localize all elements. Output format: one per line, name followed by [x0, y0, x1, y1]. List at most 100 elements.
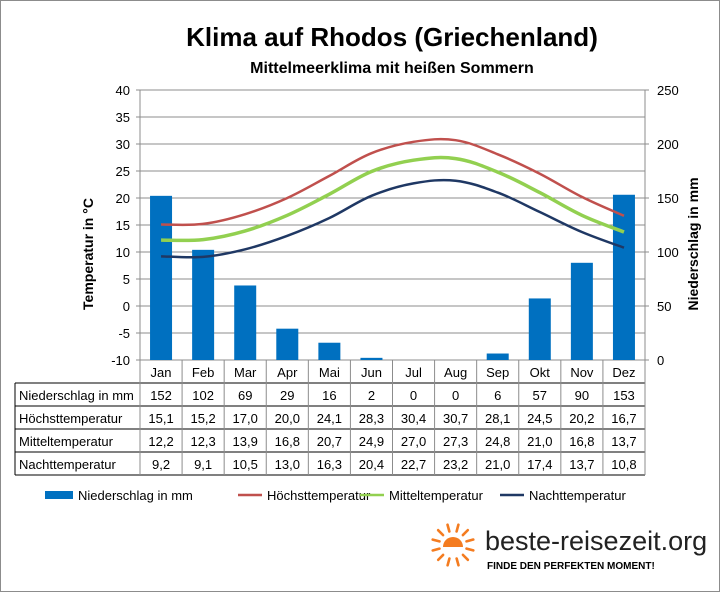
legend: Niederschlag in mm Höchsttemperatur Mittel… [45, 488, 626, 503]
month-label: Sep [486, 365, 509, 380]
y-tick-left: -10 [111, 353, 130, 368]
table-cell: 16,3 [317, 457, 342, 472]
chart-subtitle: Mittelmeerklima mit heißen Sommern [250, 60, 534, 77]
table-cell: 10,5 [233, 457, 258, 472]
y-tick-left: 5 [123, 272, 130, 287]
y-axis-right-label: Niederschlag in mm [685, 177, 701, 310]
sun-ray [455, 557, 460, 567]
month-label: Aug [444, 365, 467, 380]
table-cell: 23,2 [443, 457, 468, 472]
month-label: Jan [151, 365, 172, 380]
y-tick-right: 250 [657, 83, 679, 98]
y-tick-left: 15 [116, 218, 130, 233]
precipitation-bar [318, 342, 341, 360]
table-row-label: Nachttemperatur [19, 457, 116, 472]
table-cell: 20,2 [569, 411, 594, 426]
table-cell: 13,7 [611, 434, 636, 449]
y-tick-right: 0 [657, 353, 664, 368]
table-cell: 13,7 [569, 457, 594, 472]
table-cell: 90 [575, 388, 589, 403]
precipitation-bar [150, 195, 173, 360]
sun-ray [446, 557, 451, 567]
table-cell: 17,0 [233, 411, 258, 426]
table-cell: 0 [410, 388, 417, 403]
legend-label: Mitteltemperatur [389, 488, 484, 503]
sun-icon [431, 523, 475, 567]
legend-label: Niederschlag in mm [78, 488, 193, 503]
sun-ray [461, 553, 470, 562]
month-label: Nov [570, 365, 594, 380]
temperature-line [161, 155, 625, 243]
temperature-line [161, 137, 625, 227]
y-tick-right: 100 [657, 245, 679, 260]
table-cell: 24,1 [317, 411, 342, 426]
sun-ray [431, 538, 441, 543]
month-label: Jun [361, 365, 382, 380]
table-cell: 16,7 [611, 411, 636, 426]
precipitation-bar [234, 285, 257, 360]
y-tick-left: -5 [118, 326, 130, 341]
table-cell: 28,1 [485, 411, 510, 426]
temperature-lines [161, 137, 625, 259]
y-tick-left: 30 [116, 137, 130, 152]
chart-title: Klima auf Rhodos (Griechenland) [186, 22, 598, 52]
table-cell: 21,0 [485, 457, 510, 472]
precipitation-bar [570, 262, 593, 360]
table-cell: 102 [192, 388, 214, 403]
table-cell: 9,2 [152, 457, 170, 472]
table-cell: 12,3 [190, 434, 215, 449]
y-tick-right: 200 [657, 137, 679, 152]
table-cell: 30,7 [443, 411, 468, 426]
y-tick-left: 20 [116, 191, 130, 206]
sun-ray [465, 547, 475, 552]
precipitation-bar [360, 357, 383, 360]
month-label: Mai [319, 365, 340, 380]
table-cell: 20,0 [275, 411, 300, 426]
sun-ray [436, 528, 445, 537]
brand-logo: beste-reisezeit.org FINDE DEN PERFEKTEN … [431, 523, 707, 572]
precipitation-bar [192, 249, 215, 360]
brand-name: beste-reisezeit.org [485, 526, 707, 556]
y-tick-left: 10 [116, 245, 130, 260]
y-tick-right: 50 [657, 299, 671, 314]
table-cell: 0 [452, 388, 459, 403]
table-cell: 27,0 [401, 434, 426, 449]
legend-swatch-bar [45, 491, 73, 499]
data-table: Jan Feb Mar Apr Mai Jun Jul Aug Sep Okt Nov Dez Nied… [14, 360, 646, 476]
table-cell: 24,8 [485, 434, 510, 449]
month-label: Apr [277, 365, 298, 380]
y-tick-right: 150 [657, 191, 679, 206]
table-cell: 6 [494, 388, 501, 403]
table-cell: 16 [322, 388, 336, 403]
y-axis-left-label: Temperatur in °C [80, 198, 96, 310]
precipitation-bar [276, 328, 299, 360]
y-tick-left: 40 [116, 83, 130, 98]
sun-ray [446, 523, 451, 533]
table-cell: 69 [238, 388, 252, 403]
month-label: Feb [192, 365, 214, 380]
sun-ray [431, 547, 441, 552]
table-cell: 9,1 [194, 457, 212, 472]
legend-label: Nachttemperatur [529, 488, 626, 503]
table-cell: 30,4 [401, 411, 426, 426]
sun-disc [443, 537, 463, 547]
precipitation-bar [528, 298, 551, 360]
table-cell: 28,3 [359, 411, 384, 426]
y-tick-left: 0 [123, 299, 130, 314]
y-tick-left: 35 [116, 110, 130, 125]
temperature-line [161, 178, 625, 259]
table-cell: 17,4 [527, 457, 552, 472]
table-cell: 27,3 [443, 434, 468, 449]
table-cell: 20,4 [359, 457, 384, 472]
table-cell: 153 [613, 388, 635, 403]
legend-label: Höchsttemperatur [267, 488, 371, 503]
table-cell: 13,9 [233, 434, 258, 449]
table-cell: 15,2 [190, 411, 215, 426]
table-cell: 2 [368, 388, 375, 403]
month-label: Okt [530, 365, 551, 380]
table-row-label: Niederschlag in mm [19, 388, 134, 403]
month-label: Dez [612, 365, 635, 380]
table-cell: 24,5 [527, 411, 552, 426]
precipitation-bars [150, 194, 635, 360]
